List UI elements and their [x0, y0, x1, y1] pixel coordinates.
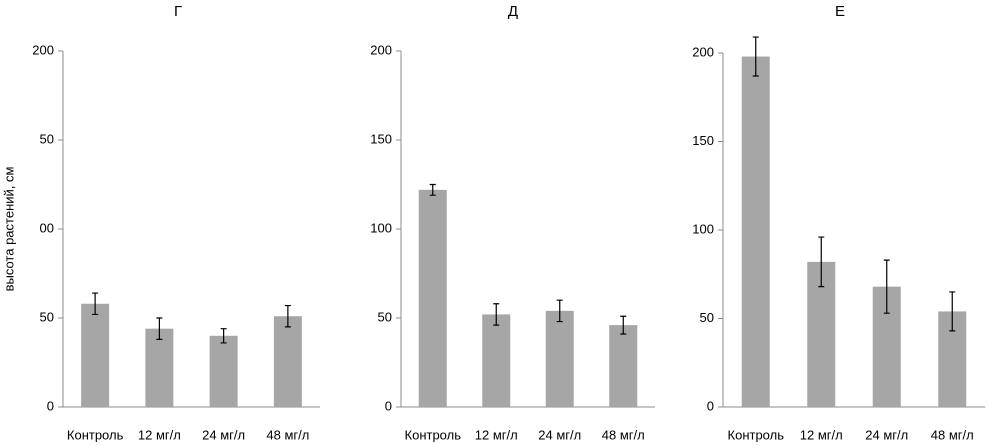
error-bar	[949, 291, 956, 332]
error-bar	[429, 183, 436, 196]
x-tick-label: Контроль	[405, 427, 462, 442]
y-tick-label: 50	[700, 310, 714, 325]
error-bar	[752, 36, 759, 77]
y-tick-label: 200	[32, 42, 54, 57]
x-tick-label: 48 мг/л	[266, 427, 309, 442]
y-tick-label: 50	[378, 309, 392, 324]
x-tick-label: Контроль	[67, 427, 124, 442]
bar	[482, 314, 511, 407]
x-tick-label: Контроль	[728, 427, 785, 442]
error-bar	[620, 315, 627, 335]
bar	[209, 335, 238, 407]
error-bar	[818, 236, 825, 288]
y-tick-label: 200	[692, 44, 714, 59]
chart-title: Г	[174, 3, 182, 20]
chart-title: Е	[835, 3, 845, 20]
error-bar	[883, 259, 890, 314]
chart-title: Д	[508, 3, 518, 20]
error-bar	[156, 317, 163, 340]
x-tick-label: 12 мг/л	[138, 427, 181, 442]
x-tick-label: 24 мг/л	[202, 427, 245, 442]
x-tick-label: 24 мг/л	[538, 427, 581, 442]
x-tick-label: 12 мг/л	[800, 427, 843, 442]
y-tick-label: 0	[47, 398, 54, 413]
bar	[545, 310, 574, 407]
y-tick-label: 50	[40, 131, 54, 146]
y-tick-label: 00	[40, 220, 54, 235]
bar	[145, 328, 174, 407]
x-tick-label: 48 мг/л	[931, 427, 974, 442]
bar	[273, 316, 302, 407]
x-tick-label: 24 мг/л	[865, 427, 908, 442]
bar	[741, 56, 770, 407]
bar	[609, 325, 638, 407]
y-tick-label: 200	[370, 42, 392, 57]
y-axis-label: высота растений, см	[1, 167, 16, 292]
bar	[81, 303, 110, 407]
y-tick-label: 0	[707, 398, 714, 413]
error-bar	[493, 303, 500, 326]
y-tick-label: 150	[692, 133, 714, 148]
y-tick-label: 50	[40, 309, 54, 324]
bar	[418, 189, 447, 407]
x-tick-label: 12 мг/л	[475, 427, 518, 442]
error-bar	[284, 304, 291, 328]
error-bar	[556, 299, 563, 323]
y-tick-label: 150	[370, 131, 392, 146]
y-tick-label: 100	[692, 221, 714, 236]
y-tick-label: 100	[370, 220, 392, 235]
error-bar	[92, 292, 99, 316]
error-bar	[220, 328, 227, 344]
x-tick-label: 48 мг/л	[602, 427, 645, 442]
y-tick-label: 0	[385, 398, 392, 413]
